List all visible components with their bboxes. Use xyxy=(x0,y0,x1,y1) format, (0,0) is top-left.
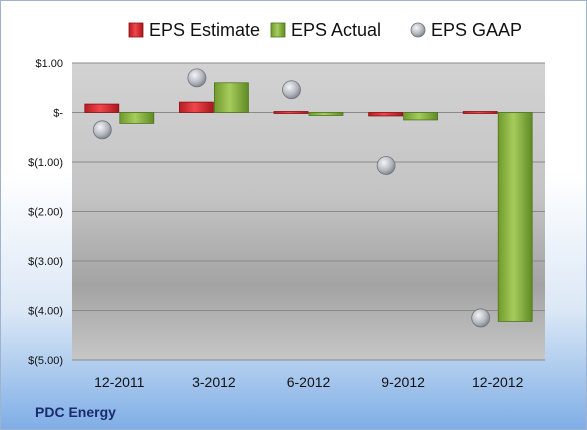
y-tick-label: $(2.00) xyxy=(28,207,63,219)
eps-estimate-bar xyxy=(178,101,214,113)
y-tick-label: $(4.00) xyxy=(28,306,63,318)
legend-swatch-eps-actual xyxy=(270,22,286,38)
eps-estimate-bar xyxy=(462,111,498,114)
y-tick-label: $- xyxy=(53,108,63,120)
legend-swatch-eps-estimate xyxy=(128,22,144,38)
legend-label-eps-actual: EPS Actual xyxy=(291,20,381,40)
y-tick-label: $(5.00) xyxy=(28,355,63,367)
eps-estimate-bar xyxy=(368,112,404,117)
eps-gaap-marker xyxy=(376,156,396,175)
x-tick-label: 12-2011 xyxy=(94,374,145,390)
eps-gaap-marker xyxy=(187,68,207,88)
y-tick-label: $1.00 xyxy=(35,58,63,70)
eps-gaap-marker xyxy=(92,120,112,140)
eps-estimate-bar xyxy=(273,111,309,114)
x-tick-label: 6-2012 xyxy=(287,374,331,390)
eps-actual-bar xyxy=(213,82,249,113)
x-tick-label: 3-2012 xyxy=(192,374,236,390)
eps-gaap-marker xyxy=(282,80,301,100)
legend-label-eps-gaap: EPS GAAP xyxy=(431,20,522,40)
legend-label-eps-estimate: EPS Estimate xyxy=(149,20,260,40)
eps-actual-bar xyxy=(119,112,155,124)
legend-swatch-eps-gaap xyxy=(410,22,426,38)
y-tick-label: $(3.00) xyxy=(28,256,63,268)
company-label: PDC Energy xyxy=(35,404,116,420)
eps-actual-bar xyxy=(497,112,533,322)
eps-estimate-bar xyxy=(84,103,120,113)
x-tick-label: 9-2012 xyxy=(381,374,425,390)
eps-gaap-marker xyxy=(471,308,491,328)
y-tick-label: $(1.00) xyxy=(28,157,63,169)
eps-actual-bar xyxy=(403,112,439,121)
x-tick-label: 12-2012 xyxy=(472,374,524,390)
eps-actual-bar xyxy=(308,112,344,116)
